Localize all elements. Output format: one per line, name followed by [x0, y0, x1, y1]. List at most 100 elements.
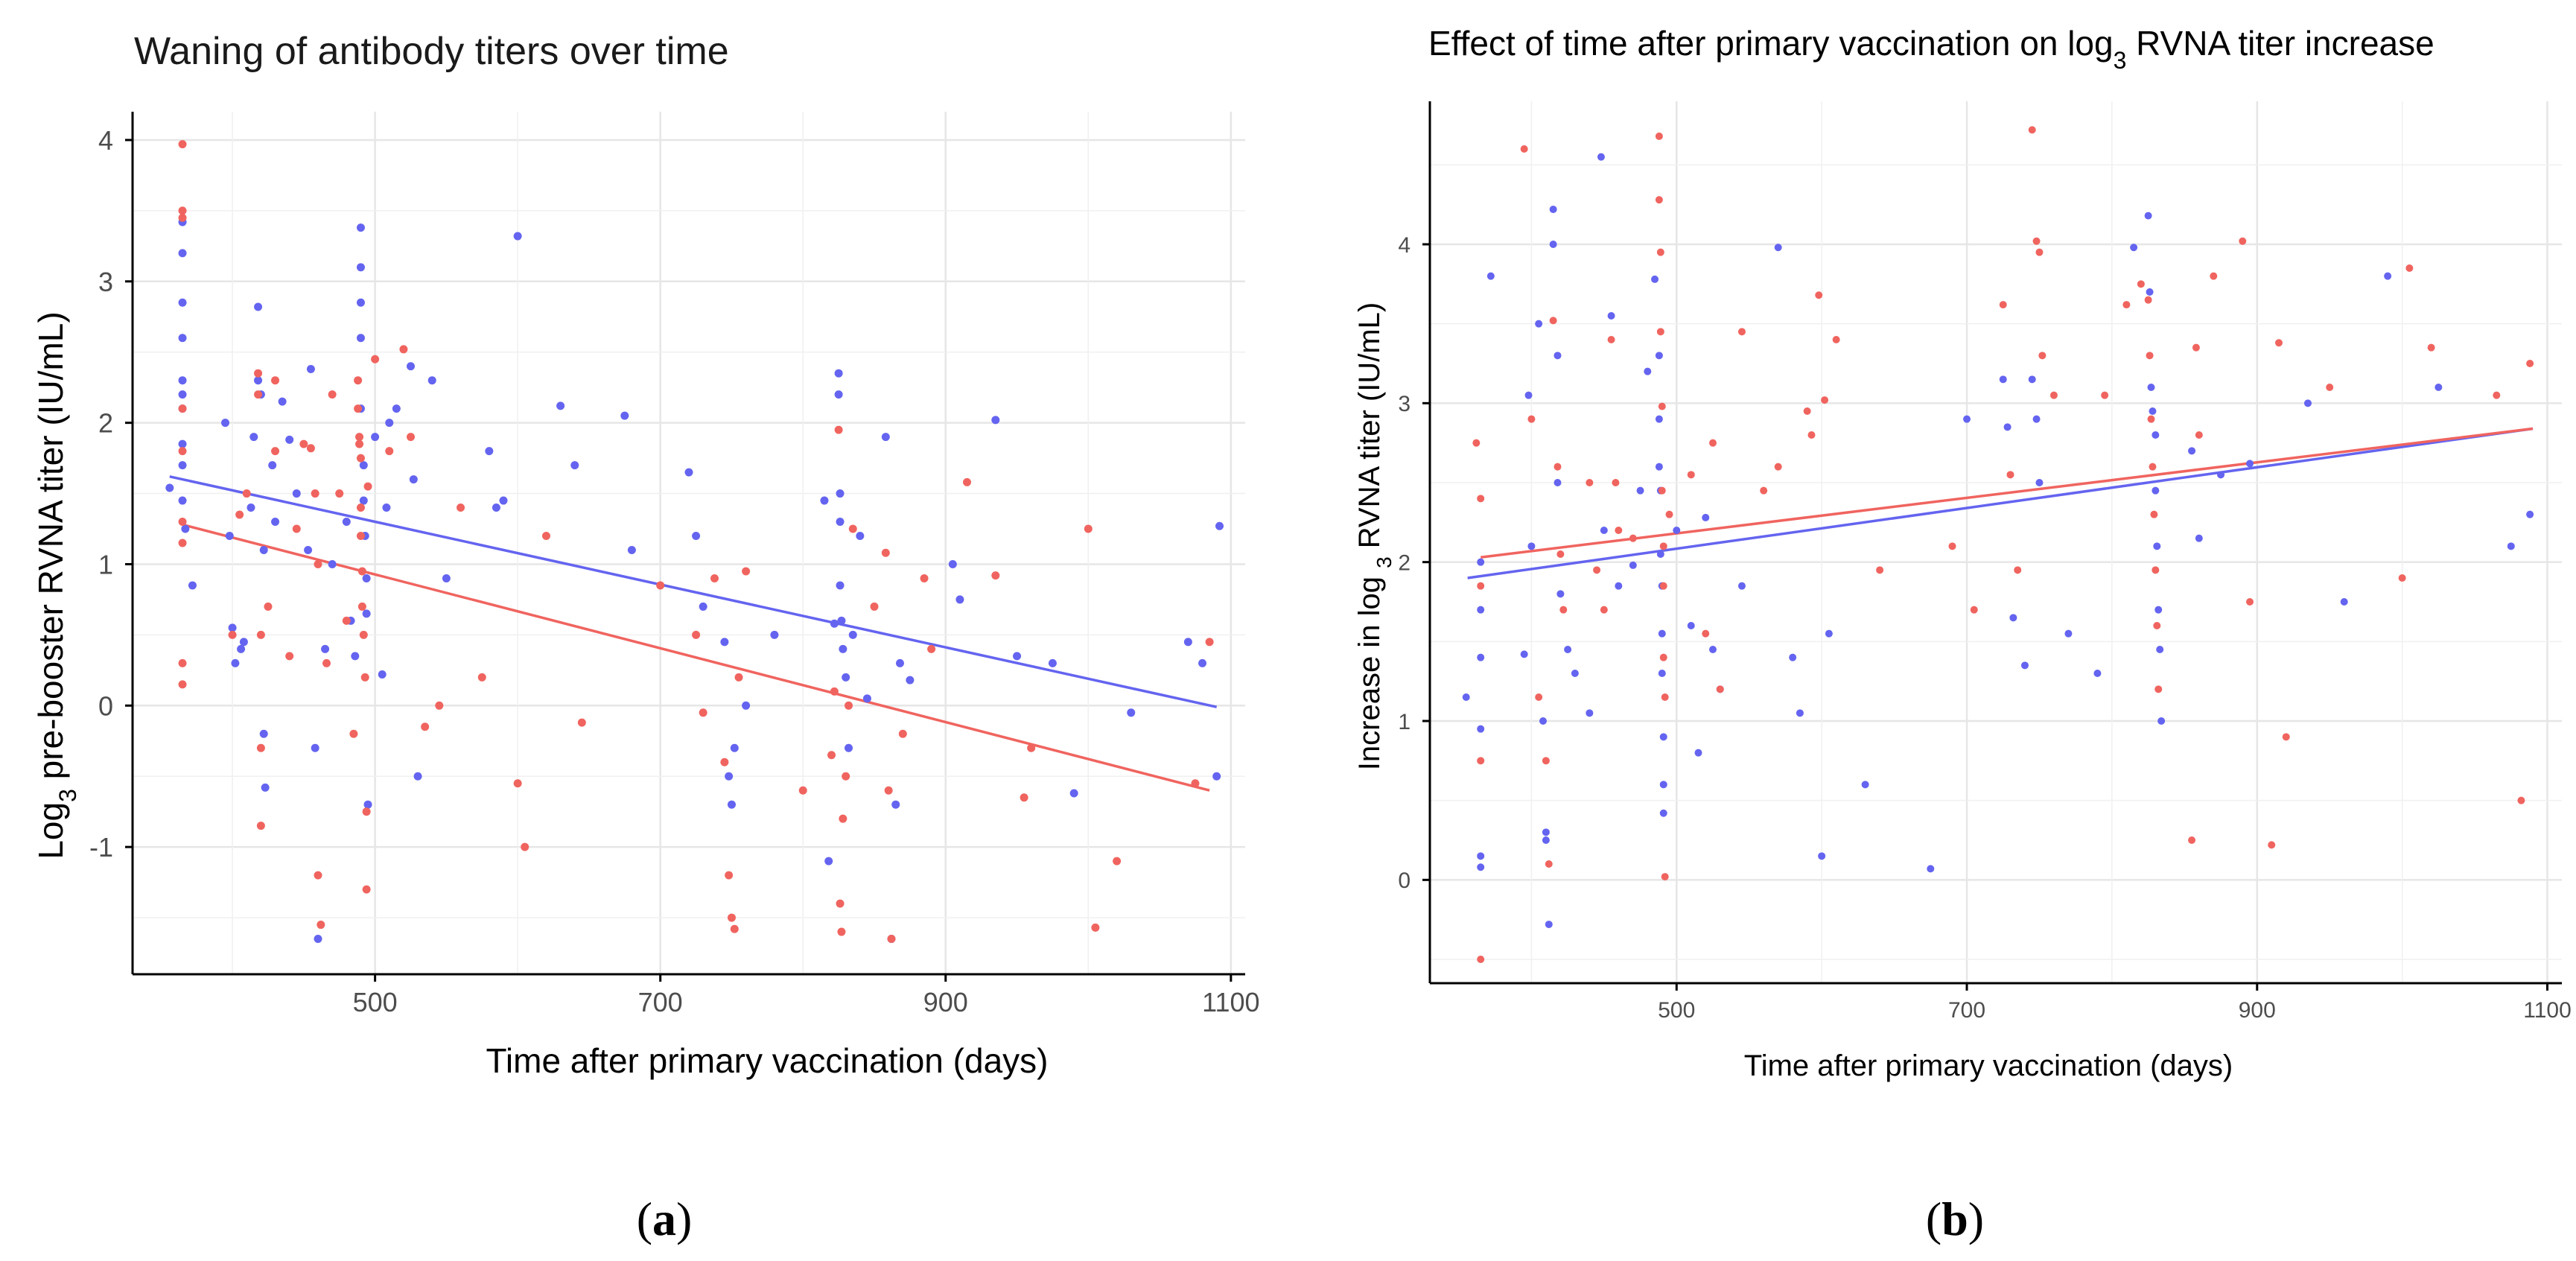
chart-a-x-tick-labels: 500 700 900 1100 — [353, 974, 1260, 1017]
chart-b-point-blue — [1659, 781, 1667, 789]
chart-a-point-blue — [770, 630, 779, 639]
chart-a-point-red — [311, 489, 319, 498]
chart-a-point-blue — [292, 489, 301, 498]
chart-a-title: Waning of antibody titers over time — [134, 30, 729, 73]
chart-a-point-red — [362, 807, 371, 816]
chart-a-y-tick-label: 2 — [98, 408, 113, 439]
chart-b-point-red — [1832, 336, 1840, 343]
chart-a-point-blue — [513, 232, 522, 241]
chart-b-point-red — [1656, 248, 1664, 256]
chart-b-point-blue — [1963, 415, 1971, 423]
chart-a-point-red — [513, 779, 522, 788]
chart-b-point-red — [1520, 145, 1528, 153]
chart-a-point-red — [692, 630, 701, 639]
chart-b-point-blue — [2507, 542, 2515, 550]
chart-a-fit-lines — [169, 475, 1218, 792]
chart-a-point-red — [362, 885, 371, 894]
chart-a-x-tick-label: 1100 — [1202, 987, 1259, 1017]
chart-b-point-red — [1477, 495, 1485, 503]
chart-a-point-blue — [413, 772, 422, 781]
chart-b-point-blue — [2009, 614, 2017, 622]
chart-a-x-tick-label: 700 — [638, 987, 683, 1017]
chart-a-point-blue — [356, 263, 365, 272]
chart-a-y-axis-label-pre: Log — [31, 802, 70, 860]
chart-a-point-blue — [306, 365, 315, 374]
chart-a-point-red — [357, 567, 366, 576]
chart-a-point-blue — [1212, 772, 1221, 781]
chart-b-point-red — [2517, 796, 2525, 804]
chart-a-point-blue — [254, 302, 263, 311]
chart-b-point-red — [2153, 622, 2161, 629]
chart-b-point-blue — [1651, 275, 1659, 283]
chart-b-point-red — [2146, 352, 2154, 360]
chart-a-point-blue — [221, 419, 229, 428]
chart-b-point-blue — [1586, 709, 1594, 717]
chart-a-point-blue — [730, 743, 739, 752]
chart-a-point-red — [457, 504, 465, 512]
chart-a-point-blue — [556, 401, 565, 410]
chart-a-point-red — [842, 772, 850, 781]
chart-b-point-blue — [2153, 542, 2161, 550]
chart-a-point-blue — [948, 559, 957, 568]
chart-a-point-red — [271, 447, 280, 456]
chart-a-point-red — [727, 913, 736, 922]
chart-a-point-blue — [278, 397, 287, 406]
chart-a-point-blue — [856, 532, 865, 541]
chart-a-point-blue — [181, 524, 190, 533]
chart-a-axes — [131, 112, 1245, 976]
chart-a-point-blue — [895, 658, 904, 667]
chart-b-point-red — [1477, 757, 1485, 765]
chart-b-point-red — [2526, 360, 2534, 367]
chart-b-point-blue — [2152, 486, 2160, 495]
chart-b-title-sub: 3 — [2114, 47, 2127, 74]
chart-a-point-red — [1020, 793, 1028, 802]
chart-b-point-red — [2149, 463, 2157, 471]
chart-a-point-red — [256, 743, 265, 752]
chart-a-point-red — [399, 345, 408, 354]
chart-a-point-blue — [1215, 521, 1224, 530]
chart-a-point-red — [355, 439, 364, 448]
chart-b-point-blue — [1571, 670, 1579, 677]
chart-a-point-red — [699, 708, 707, 717]
chart-b-point-red — [1658, 402, 1666, 410]
chart-b-point-blue — [1553, 352, 1562, 360]
chart-a-point-blue — [492, 504, 500, 512]
chart-b-point-blue — [2028, 375, 2036, 384]
chart-b-x-tick-label: 900 — [2239, 998, 2276, 1023]
chart-a-point-red — [541, 532, 550, 541]
chart-a-x-tick-label: 500 — [353, 987, 398, 1017]
chart-b-point-blue — [1462, 693, 1470, 701]
chart-a-point-blue — [824, 857, 833, 865]
panel-label-b-open: ( — [1926, 1192, 1941, 1245]
chart-a-point-red — [656, 581, 665, 590]
chart-b-point-red — [2188, 836, 2196, 844]
chart-b-point-red — [1658, 486, 1666, 495]
chart-b-y-axis-label-pre: Increase in log — [1353, 568, 1386, 770]
chart-a-point-blue — [371, 433, 380, 442]
chart-b-point-red — [2038, 352, 2047, 360]
chart-a-point-red — [830, 687, 839, 696]
chart-b-x-tick-label: 1100 — [2523, 998, 2572, 1023]
chart-b-point-red — [1593, 566, 1601, 574]
chart-b-point-red — [1687, 471, 1695, 479]
chart-b-point-blue — [1655, 415, 1663, 423]
chart-b-point-red — [1659, 582, 1667, 590]
chart-b-point-red — [1661, 693, 1669, 701]
chart-a-point-blue — [304, 545, 313, 554]
chart-a-y-tick-label: 1 — [98, 549, 113, 579]
chart-b-point-blue — [1702, 513, 1710, 521]
chart-b-point-red — [1535, 693, 1543, 701]
chart-a-point-blue — [842, 673, 850, 682]
panel-label-b: (b) — [1926, 1192, 1984, 1245]
chart-b-point-red — [2137, 280, 2145, 288]
chart-b-y-tick-label: 2 — [1398, 550, 1411, 575]
chart-b-point-red — [1477, 582, 1485, 590]
chart-a-point-blue — [727, 800, 736, 809]
chart-a-point-red — [228, 630, 237, 639]
chart-b-point-blue — [2035, 479, 2044, 486]
chart-b-point-blue — [1789, 653, 1797, 661]
chart-b-y-tick-label: 4 — [1398, 233, 1411, 258]
chart-b-point-blue — [1644, 367, 1652, 375]
chart-a-point-blue — [254, 376, 263, 385]
chart-a-point-red — [357, 602, 366, 611]
